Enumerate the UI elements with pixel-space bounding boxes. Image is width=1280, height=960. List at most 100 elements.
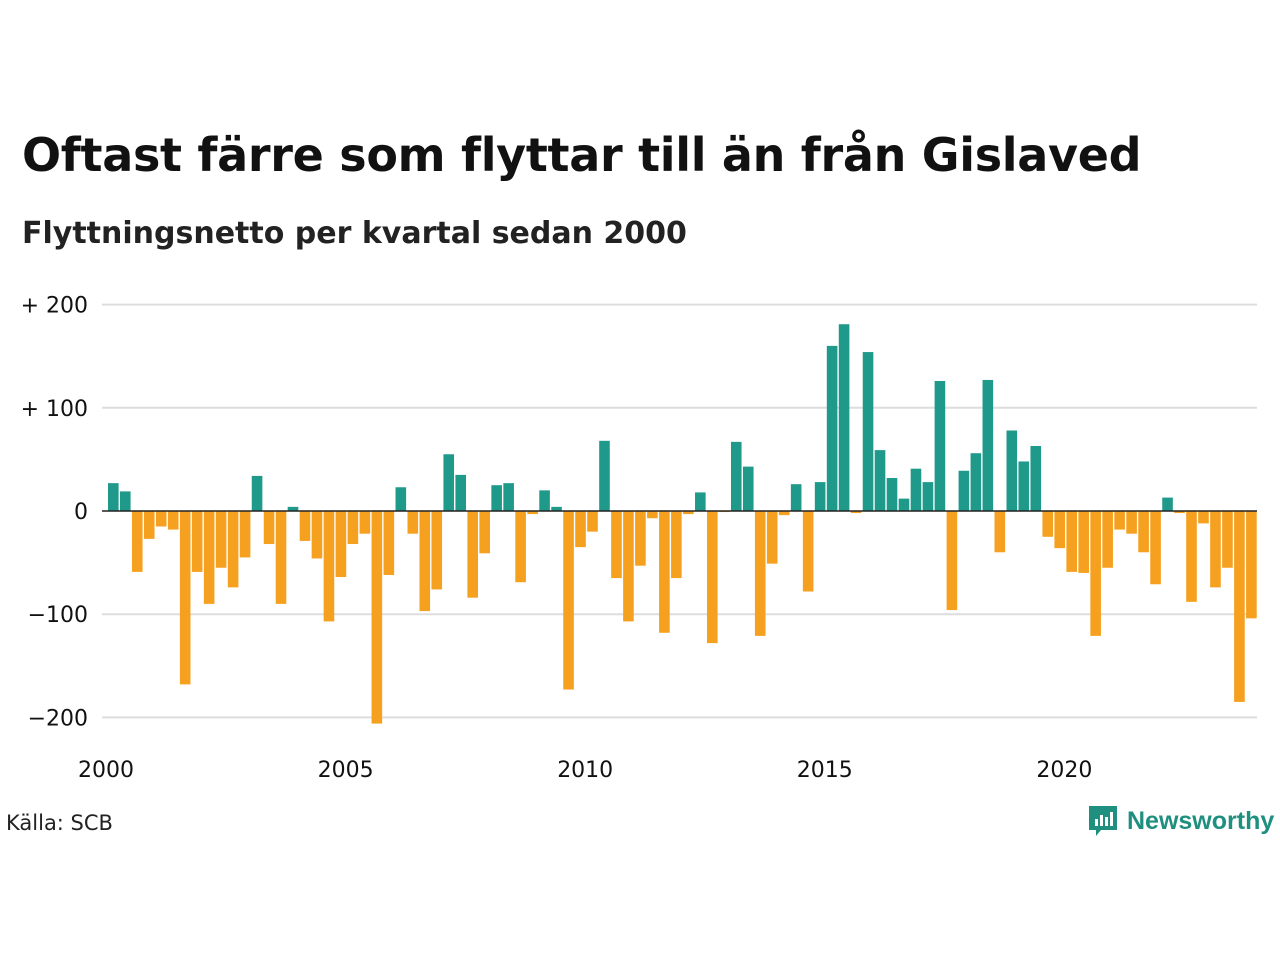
y-tick-label: 0 <box>74 500 88 525</box>
bar <box>898 498 910 511</box>
chart-subtitle: Flyttningsnetto per kvartal sedan 2000 <box>22 216 687 251</box>
bar <box>946 511 958 611</box>
bar <box>491 485 502 511</box>
bar <box>455 474 467 511</box>
chart-title: Oftast färre som flyttar till än från Gi… <box>22 128 1142 182</box>
bar <box>215 511 227 568</box>
bar <box>563 511 574 690</box>
bar <box>922 482 934 511</box>
bar <box>527 511 538 515</box>
bar <box>575 511 586 548</box>
bar <box>395 487 407 511</box>
x-tick-label: 2000 <box>78 758 134 783</box>
bar <box>958 470 970 511</box>
bar <box>778 511 790 516</box>
bar <box>299 511 311 541</box>
bar <box>970 453 982 511</box>
bar <box>167 511 179 530</box>
bar <box>730 441 742 511</box>
bar <box>826 345 838 511</box>
bar <box>359 511 371 534</box>
bar <box>766 511 778 564</box>
bar <box>635 511 646 566</box>
bar <box>994 511 1006 553</box>
bar <box>874 450 886 511</box>
x-tick-label: 2020 <box>1036 758 1092 783</box>
bar <box>886 477 898 511</box>
axes: + 200 + 100 0 −100 −200 2000 2005 2010 2015 2020 <box>21 294 1257 783</box>
bar <box>1066 511 1077 572</box>
bar <box>910 468 922 511</box>
y-tick-label: + 200 <box>21 294 88 319</box>
bar <box>695 492 706 511</box>
bar <box>1174 511 1185 514</box>
source-note: Källa: SCB <box>6 811 113 835</box>
bar <box>850 511 862 514</box>
bar <box>802 511 814 592</box>
y-tick-label: + 100 <box>21 397 88 422</box>
bar <box>1018 461 1030 511</box>
brand-name: Newsworthy <box>1127 806 1275 835</box>
bar <box>814 482 826 511</box>
bar <box>647 511 658 519</box>
bar-chart: + 200 + 100 0 −100 −200 2000 2005 2010 2015 2020 <box>21 294 1257 783</box>
bar <box>203 511 215 604</box>
bar <box>1222 511 1233 568</box>
bar <box>1030 445 1042 511</box>
bar <box>467 511 478 598</box>
bar <box>143 511 155 539</box>
bar <box>1234 511 1245 702</box>
bar <box>503 483 514 511</box>
bar <box>838 324 850 511</box>
x-tick-label: 2015 <box>797 758 853 783</box>
bar <box>323 511 335 622</box>
bar <box>275 511 287 604</box>
bar <box>251 475 263 511</box>
bar <box>1114 511 1125 530</box>
bar <box>790 484 802 511</box>
bar <box>479 511 490 554</box>
bar <box>419 511 431 612</box>
bar <box>347 511 359 545</box>
bar <box>311 511 323 559</box>
bar <box>1102 511 1113 568</box>
x-tick-label: 2010 <box>557 758 613 783</box>
bar <box>1006 430 1018 511</box>
bar <box>599 440 610 511</box>
bar <box>119 491 131 511</box>
newsworthy-logo-icon <box>1089 806 1117 836</box>
bar <box>227 511 239 588</box>
bar <box>539 490 550 511</box>
bar <box>515 511 526 583</box>
bar <box>754 511 766 636</box>
gridlines <box>102 303 1257 719</box>
bar <box>1246 511 1257 619</box>
bar <box>155 511 167 527</box>
bar <box>742 466 754 511</box>
bar <box>239 511 251 558</box>
bar <box>131 511 143 572</box>
bar <box>1210 511 1221 588</box>
bar <box>443 454 455 511</box>
bar <box>659 511 670 633</box>
x-tick-label: 2005 <box>318 758 374 783</box>
bar <box>671 511 682 579</box>
bar <box>611 511 622 579</box>
bar <box>179 511 191 685</box>
bar <box>371 511 383 724</box>
bar <box>982 379 994 511</box>
bar <box>431 511 443 590</box>
bar <box>1150 511 1161 585</box>
bar <box>191 511 203 572</box>
bar <box>934 380 946 511</box>
bar <box>108 483 119 511</box>
bar <box>1078 511 1089 573</box>
bar <box>683 511 694 515</box>
bar <box>1162 497 1173 511</box>
newsworthy-logo: Newsworthy <box>1087 804 1274 838</box>
y-tick-label: −200 <box>28 706 88 731</box>
bar <box>407 511 419 534</box>
bar <box>1198 511 1209 524</box>
bar <box>383 511 395 575</box>
bar <box>1042 511 1054 537</box>
